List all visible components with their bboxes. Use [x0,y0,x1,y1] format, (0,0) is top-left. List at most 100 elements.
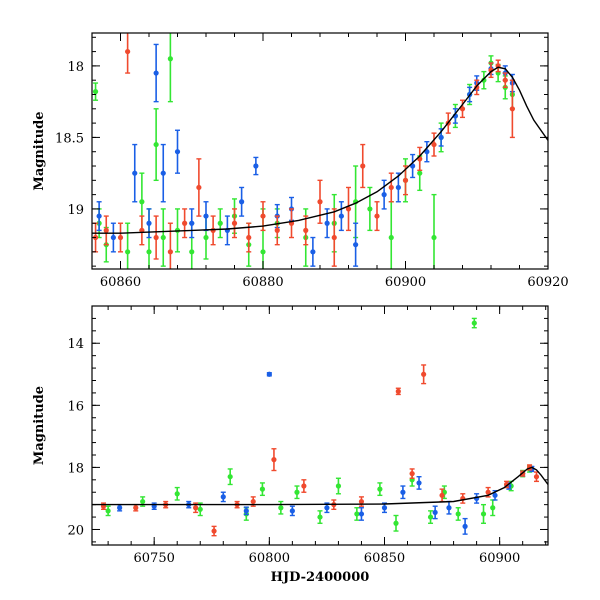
data-point-red-26 [459,106,466,112]
data-point-green-10 [335,483,342,489]
data-point-blue-1 [110,234,116,241]
x-tick-label: 60900 [479,551,520,566]
data-point-red-11 [395,388,401,394]
data-point-red-12 [409,471,415,477]
series-red [92,33,515,269]
data-point-green-11 [354,511,360,517]
data-point-green-4 [139,199,145,205]
data-point-blue-5 [160,170,166,176]
data-point-green-18 [471,320,477,326]
data-point-green-7 [160,234,166,241]
data-point-blue-5 [266,371,272,377]
data-point-blue-22 [438,134,444,141]
data-point-green-11 [203,234,209,241]
data-point-blue-6 [289,508,295,514]
data-point-green-0 [92,89,99,95]
series-red [100,364,540,537]
y-tick-label: 18 [67,461,84,476]
y-tick-label: 18.5 [55,131,84,146]
y-axis-label: Magnitude [32,386,47,465]
data-point-red-24 [431,141,437,148]
data-point-blue-18 [381,192,387,198]
data-point-blue-11 [416,480,422,486]
data-point-red-21 [388,184,394,191]
data-point-red-1 [133,505,139,511]
bottom-light-curve-panel: 60750 60800 60850 60900 14 16 18 20 Magnitude HJD… [32,305,549,585]
model-curve [92,466,548,506]
data-point-red-15 [303,227,309,233]
data-point-green-0 [105,508,111,514]
x-tick-label: 60750 [134,551,175,566]
data-point-red-10 [231,220,238,226]
series-blue [117,371,535,535]
data-point-blue-10 [400,489,406,495]
data-point-blue-3 [146,220,152,226]
data-point-green-28 [481,77,487,83]
data-point-red-31 [509,106,515,112]
y-tick-label: 20 [67,523,84,538]
data-point-green-13 [393,520,399,526]
data-point-red-22 [402,177,409,183]
data-point-red-20 [533,474,540,480]
data-point-blue-7 [324,505,330,511]
data-point-blue-11 [253,163,259,169]
model-curve [92,66,548,234]
data-point-blue-3 [220,494,226,500]
data-point-green-15 [427,514,434,520]
x-tick-label: 60850 [364,551,405,566]
data-point-green-21 [388,234,394,241]
x-tick-label: 60880 [242,275,283,290]
data-point-green-24 [431,234,437,241]
data-point-green-9 [317,514,323,520]
data-point-green-12 [217,220,223,226]
data-point-green-8 [167,56,173,62]
data-point-blue-13 [446,505,452,511]
data-point-blue-0 [96,213,102,219]
data-point-red-18 [345,206,352,212]
x-tick-label: 60860 [100,275,141,290]
data-point-blue-8 [203,213,209,219]
data-point-green-4 [227,474,233,480]
data-point-blue-16 [492,492,498,498]
data-point-blue-19 [395,184,401,191]
data-point-blue-4 [153,70,159,76]
data-point-green-6 [259,486,266,492]
plot-area [92,33,548,269]
data-point-green-20 [367,206,373,212]
y-tick-label: 19 [67,203,84,218]
data-point-green-15 [260,249,266,255]
data-point-blue-9 [381,505,388,511]
data-point-red-4 [211,528,217,534]
data-point-green-3 [197,506,203,512]
y-tick-label: 18 [67,60,84,75]
data-point-red-1 [103,227,109,233]
data-point-blue-2 [132,170,138,176]
data-point-green-19 [480,511,487,517]
data-point-red-13 [274,227,280,233]
x-tick-label: 60900 [385,275,426,290]
data-point-red-7 [271,457,277,463]
x-tick-label: 60920 [527,275,568,290]
data-point-green-3 [125,249,131,255]
data-point-green-23 [417,170,423,176]
plot-frame [91,32,549,270]
data-point-blue-8 [358,511,365,517]
data-point-red-2 [117,234,124,241]
data-point-green-8 [294,489,300,495]
y-tick-label: 14 [67,337,84,352]
data-point-red-17 [331,234,337,241]
data-point-red-3 [125,48,131,55]
data-point-green-17 [455,511,461,517]
plot-area [92,317,548,537]
data-point-red-16 [485,489,491,495]
data-point-red-9 [210,227,216,233]
data-point-green-2 [174,491,180,497]
data-point-red-17 [503,481,510,488]
series-blue [96,43,515,267]
data-point-green-12 [377,486,383,492]
data-point-red-11 [246,234,252,241]
data-point-blue-12 [432,509,438,516]
data-point-red-20 [374,213,380,219]
data-point-green-1 [140,498,146,505]
